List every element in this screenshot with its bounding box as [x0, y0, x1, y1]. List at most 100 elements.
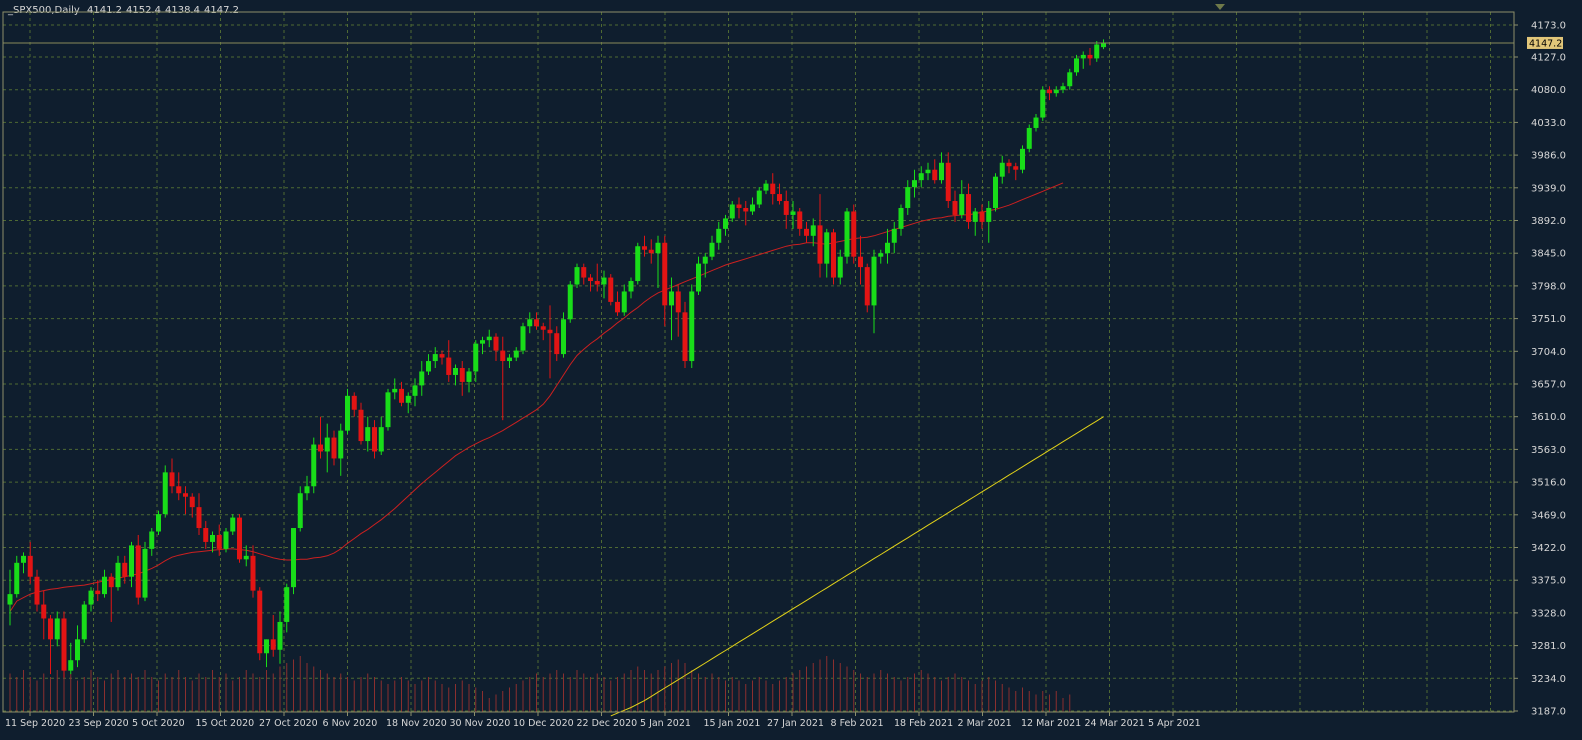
y-tick-label: 3939.0 [1531, 183, 1566, 194]
candle [345, 388, 350, 435]
y-tick-label: 3281.0 [1531, 641, 1566, 652]
candle [108, 573, 114, 622]
candle [1094, 41, 1100, 62]
candle [574, 263, 580, 288]
candle-body [223, 531, 229, 549]
candle-body [183, 493, 188, 497]
candle [493, 333, 499, 362]
x-tick-label: 6 Nov 2020 [323, 718, 378, 729]
candle-body [426, 361, 431, 372]
candle [932, 159, 938, 184]
candle-body [1060, 86, 1066, 90]
candle-body [250, 555, 256, 591]
candle [601, 270, 607, 299]
candle [365, 416, 371, 452]
candle [176, 472, 182, 501]
candle [1020, 145, 1025, 174]
x-tick-label: 2 Mar 2021 [958, 718, 1012, 729]
x-tick-label: 5 Apr 2021 [1148, 718, 1201, 729]
candle-body [21, 555, 26, 563]
candle-body [1047, 89, 1052, 94]
candle-body [365, 427, 371, 442]
candle-body [723, 218, 728, 229]
candle-body [1026, 127, 1032, 149]
candle [581, 263, 587, 285]
candle [1067, 68, 1073, 90]
candle [88, 587, 94, 612]
candle-body [1053, 89, 1059, 94]
ma-long-line [610, 416, 1104, 717]
candle [952, 190, 958, 222]
candle [696, 256, 701, 295]
candle [851, 204, 857, 264]
high-value: 4152.4 [125, 5, 161, 16]
candle [149, 528, 155, 556]
candle [547, 305, 553, 379]
candle [196, 493, 202, 535]
candle [446, 340, 452, 382]
y-tick-label: 3422.0 [1531, 543, 1566, 554]
candle-body [817, 225, 823, 264]
candle-body [689, 291, 695, 362]
y-tick-label: 3845.0 [1531, 249, 1566, 260]
y-tick-label: 3187.0 [1531, 707, 1566, 718]
candle [162, 465, 168, 518]
candle [945, 152, 951, 208]
candle [743, 201, 749, 226]
candle-body [1006, 162, 1012, 167]
x-tick-label: 5 Jan 2021 [640, 718, 691, 729]
candle-body [297, 493, 303, 529]
candle [14, 555, 20, 598]
candle-body [439, 354, 445, 358]
x-tick-label: 18 Nov 2020 [386, 718, 447, 729]
candle [48, 614, 53, 675]
candle [378, 416, 384, 455]
candle-body [642, 246, 647, 250]
candle-body [655, 242, 661, 254]
x-tick-label: 8 Feb 2021 [831, 718, 884, 729]
candle [885, 228, 890, 264]
candle-body [716, 228, 722, 243]
plot-frame [2, 11, 1515, 713]
candle [243, 545, 249, 567]
candle-body [628, 281, 634, 292]
candle-body [203, 528, 209, 542]
candle [770, 173, 776, 205]
candle-body [939, 162, 944, 181]
candle-body [230, 517, 236, 532]
shift-marker-icon [1215, 4, 1225, 10]
candle [635, 242, 641, 285]
candle-body [810, 225, 816, 236]
candle-body [959, 194, 965, 215]
candle [878, 249, 884, 264]
candle [831, 228, 836, 285]
candle-body [885, 242, 890, 254]
candle-body [453, 368, 458, 375]
x-tick-label: 27 Oct 2020 [259, 718, 318, 729]
candle-body [237, 517, 242, 560]
candle [284, 583, 290, 633]
candle-body [918, 173, 924, 181]
y-tick-label: 3986.0 [1531, 151, 1566, 162]
candle [466, 368, 472, 393]
candle [237, 514, 242, 563]
candle [216, 524, 222, 556]
candle [1033, 114, 1039, 132]
candle [648, 239, 654, 264]
candle [1080, 51, 1086, 69]
candle [817, 194, 823, 278]
candle [304, 475, 310, 501]
candle-body [979, 211, 985, 222]
candle-body [392, 388, 398, 393]
candle-body [615, 301, 620, 313]
candle [824, 228, 830, 278]
candle-body [135, 545, 141, 598]
candle [783, 190, 789, 229]
candle-body [837, 256, 843, 278]
candle-body [1074, 58, 1079, 73]
candle [729, 201, 735, 222]
candle-body [149, 531, 155, 549]
y-tick-label: 3798.0 [1531, 281, 1566, 292]
